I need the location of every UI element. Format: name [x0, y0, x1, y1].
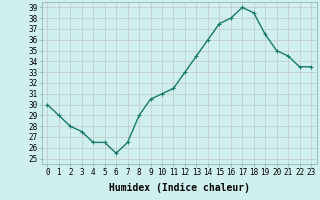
X-axis label: Humidex (Indice chaleur): Humidex (Indice chaleur)	[109, 183, 250, 193]
